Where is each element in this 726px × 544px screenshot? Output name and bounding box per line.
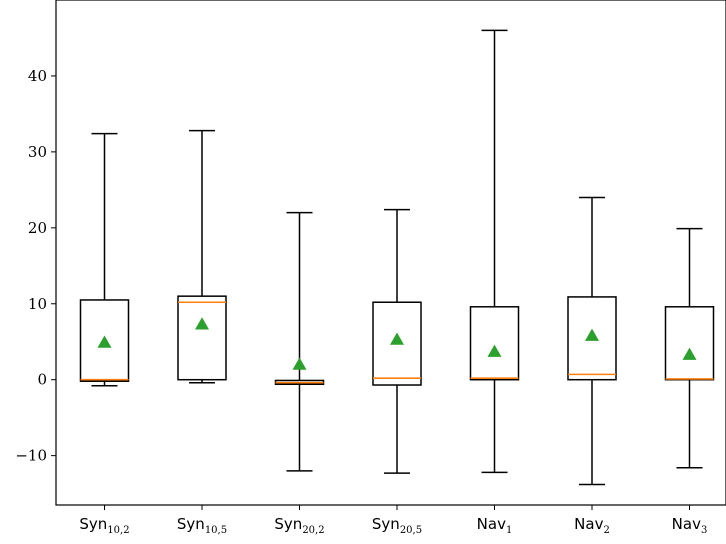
- x-tick-label-base: Syn: [274, 515, 302, 533]
- x-tick-label-base: Syn: [79, 515, 107, 533]
- x-tick-label-subscript: 2: [603, 525, 609, 536]
- x-tick-label-subscript: 10,2: [107, 525, 129, 536]
- x-tick-label-base: Syn: [372, 515, 400, 533]
- x-tick-label-base: Nav: [477, 515, 506, 533]
- x-tick-label-subscript: 3: [701, 525, 707, 536]
- x-tick-label: Nav1: [477, 515, 513, 536]
- x-axis: Syn10,2 Syn10,5 Syn20,2 Syn20,5 Nav1 Nav2 Nav3: [79, 505, 707, 536]
- y-tick-label: −10: [15, 447, 47, 465]
- mean-marker: [390, 332, 404, 345]
- x-tick-label-subscript: 20,2: [302, 525, 324, 536]
- x-tick-label: Nav3: [672, 515, 708, 536]
- box-iqr: [469, 306, 520, 381]
- x-tick-label: Syn10,2: [79, 515, 129, 536]
- x-tick-label-subscript: 1: [506, 525, 512, 536]
- mean-marker: [487, 344, 502, 357]
- box-4: [372, 208, 422, 474]
- mean-marker: [682, 347, 697, 360]
- x-tick-label-subscript: 10,5: [205, 525, 227, 536]
- y-tick-label: 10: [28, 295, 47, 313]
- box-iqr: [372, 301, 422, 386]
- y-tick-label: 30: [28, 143, 47, 161]
- box-2: [177, 129, 227, 384]
- x-tick-label: Syn20,5: [372, 515, 422, 536]
- box-iqr: [567, 296, 617, 381]
- box-1: [79, 132, 130, 387]
- x-tick-label: Syn10,5: [177, 515, 227, 536]
- y-axis: −10 0 10 20 30 40: [15, 67, 56, 465]
- y-tick-label: 0: [37, 371, 47, 389]
- box-7: [664, 227, 715, 469]
- x-tick-label-subscript: 20,5: [400, 525, 422, 536]
- mean-marker: [585, 328, 599, 341]
- x-tick-label-base: Nav: [574, 515, 603, 533]
- box-3: [274, 211, 325, 472]
- box-5: [469, 29, 520, 474]
- x-tick-label-base: Nav: [672, 515, 701, 533]
- plot-area: [55, 0, 726, 506]
- y-tick-label: 40: [28, 67, 47, 85]
- box-iqr: [177, 295, 227, 381]
- box-iqr: [79, 299, 130, 382]
- mean-marker: [292, 357, 307, 370]
- box-series: [79, 29, 715, 486]
- x-tick-label: Syn20,2: [274, 515, 324, 536]
- x-tick-label-base: Syn: [177, 515, 205, 533]
- mean-marker: [195, 317, 209, 330]
- y-tick-label: 20: [28, 219, 47, 237]
- mean-marker: [97, 335, 112, 348]
- box-6: [567, 196, 617, 486]
- x-tick-label: Nav2: [574, 515, 610, 536]
